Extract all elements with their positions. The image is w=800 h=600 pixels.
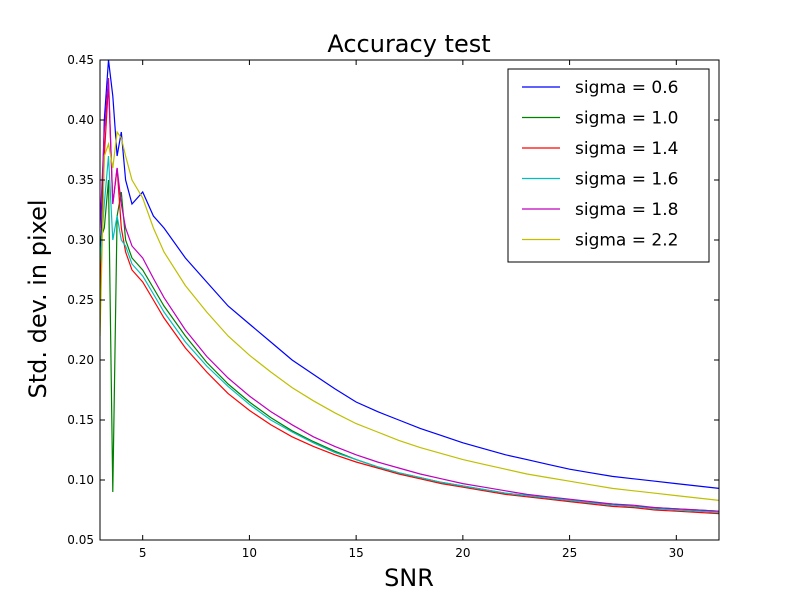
legend-label: sigma = 1.4 bbox=[575, 139, 678, 159]
series-line-1 bbox=[100, 60, 719, 489]
x-tick-label: 5 bbox=[139, 546, 147, 560]
legend-label: sigma = 1.6 bbox=[575, 170, 678, 190]
x-tick-label: 25 bbox=[562, 546, 577, 560]
series-line-3 bbox=[100, 83, 719, 515]
y-tick-label: 0.30 bbox=[67, 233, 94, 247]
series-line-4 bbox=[100, 155, 719, 513]
y-tick-label: 0.05 bbox=[67, 533, 94, 547]
x-tick-label: 15 bbox=[348, 546, 363, 560]
y-axis-label: Std. dev. in pixel bbox=[24, 199, 52, 398]
legend-label: sigma = 1.8 bbox=[575, 200, 678, 220]
legend-box bbox=[507, 68, 710, 263]
legend: sigma = 0.6 sigma = 1.0 sigma = 1.4 sigma =… bbox=[507, 68, 710, 263]
y-tick-label: 0.40 bbox=[67, 113, 94, 127]
series-line-5 bbox=[100, 77, 719, 512]
legend-label: sigma = 2.2 bbox=[575, 231, 678, 251]
y-tick-label: 0.35 bbox=[67, 173, 94, 187]
legend-label: sigma = 0.6 bbox=[575, 78, 678, 98]
x-tick-label: 10 bbox=[242, 546, 257, 560]
y-tick-label: 0.25 bbox=[67, 293, 94, 307]
chart-title: Accuracy test bbox=[327, 30, 490, 58]
y-tick-label: 0.10 bbox=[67, 473, 94, 487]
y-tick-label: 0.45 bbox=[67, 53, 94, 67]
x-tick-label: 30 bbox=[669, 546, 684, 560]
series-line-6 bbox=[100, 130, 719, 501]
legend-label: sigma = 1.0 bbox=[575, 109, 678, 129]
y-tick-label: 0.15 bbox=[67, 413, 94, 427]
plot-area: 5 10 15 20 25 30 0.05 0.10 0.15 0.20 0.25 0.30 0.35 0… bbox=[67, 53, 720, 560]
x-axis-label: SNR bbox=[384, 564, 434, 592]
y-tick-label: 0.20 bbox=[67, 353, 94, 367]
x-tick-label: 20 bbox=[455, 546, 470, 560]
